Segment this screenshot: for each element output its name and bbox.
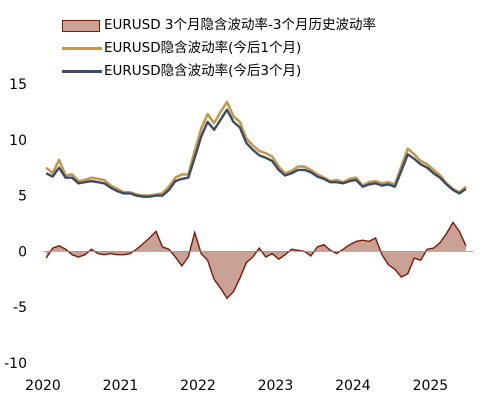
y-tick-label: -10 [4, 356, 27, 372]
axes: 15 10 5 0 -5 -10 2020 2021 2022 2023 2024 2025 [4, 77, 473, 394]
line-series-3m [45, 108, 467, 198]
legend-item-3m: EURUSD隐含波动率(今后3个月) [62, 60, 376, 83]
x-tick-label: 2025 [413, 378, 449, 394]
legend-label-3m: EURUSD隐含波动率(今后3个月) [104, 62, 302, 79]
y-tick-label: 10 [9, 133, 27, 149]
spread-area-fill [46, 222, 466, 299]
legend: EURUSD 3个月隐含波动率-3个月历史波动率 EURUSD隐含波动率(今后1… [62, 14, 376, 83]
legend-swatch-1m [62, 47, 102, 50]
legend-item-spread: EURUSD 3个月隐含波动率-3个月历史波动率 [62, 14, 376, 37]
y-tick-label: -5 [13, 300, 27, 316]
legend-item-1m: EURUSD隐含波动率(今后1个月) [62, 37, 376, 60]
y-tick-label: 5 [18, 189, 27, 205]
x-tick-label: 2024 [335, 378, 371, 394]
y-tick-label: 0 [18, 244, 27, 260]
legend-swatch-spread [62, 19, 100, 32]
x-tick-label: 2022 [180, 378, 216, 394]
legend-label-1m: EURUSD隐含波动率(今后1个月) [104, 39, 302, 56]
line-series-group [45, 100, 467, 198]
spread-line [45, 221, 467, 300]
x-tick-label: 2021 [103, 378, 139, 394]
line-series-1m [45, 100, 467, 197]
spread-area-series [45, 221, 467, 300]
x-tick-label: 2020 [25, 378, 61, 394]
y-tick-label: 15 [9, 77, 27, 93]
x-tick-label: 2023 [258, 378, 294, 394]
legend-swatch-3m [62, 70, 102, 73]
legend-label-spread: EURUSD 3个月隐含波动率-3个月历史波动率 [104, 16, 376, 33]
